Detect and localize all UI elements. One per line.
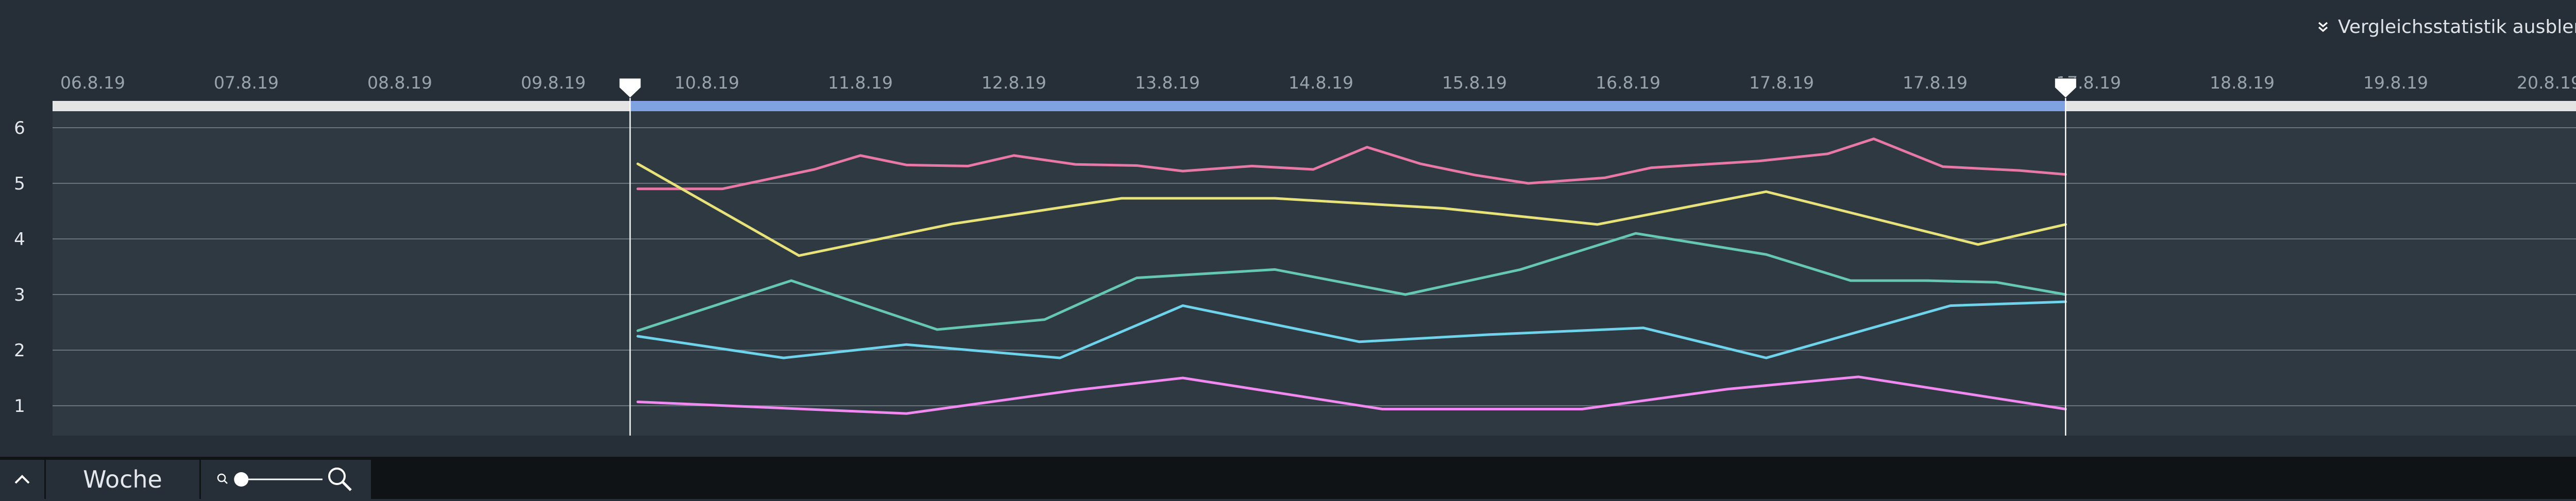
x-tick-label: 16.8.19 <box>1596 73 1660 93</box>
zoom-slider-thumb[interactable] <box>234 472 249 487</box>
double-chevron-down-icon <box>2318 22 2328 32</box>
range-end-handle[interactable] <box>2054 78 2077 98</box>
chevron-up-icon <box>14 475 30 484</box>
x-tick-label: 15.8.19 <box>1442 73 1507 93</box>
zoom-control <box>201 460 371 499</box>
x-tick-label: 07.8.19 <box>214 73 279 93</box>
y-tick-label: 2 <box>14 340 25 361</box>
x-tick-label: 18.8.19 <box>2210 73 2275 93</box>
toggle-comparison-stats-button[interactable]: Vergleichsstatistik ausblenden <box>2314 16 2576 38</box>
series-line-2 <box>636 162 2067 257</box>
zoom-in-icon[interactable] <box>328 468 352 491</box>
x-tick-label: 11.8.19 <box>828 73 893 93</box>
y-tick-label: 6 <box>14 118 25 139</box>
time-granularity-label: Woche <box>83 465 162 493</box>
bottom-toolbar: Woche <box>0 457 2576 499</box>
x-tick-label: 14.8.19 <box>1289 73 1353 93</box>
x-tick-label: 13.8.19 <box>1135 73 1200 93</box>
x-tick-label: 19.8.19 <box>2363 73 2428 93</box>
time-granularity-select[interactable]: Woche <box>46 460 199 499</box>
series-line-4 <box>636 300 2067 359</box>
x-tick-label: 17.8.19 <box>1903 73 1968 93</box>
zoom-out-icon[interactable] <box>217 473 228 484</box>
series-line-1 <box>636 137 2067 191</box>
comparison-line-chart: 06.8.19 07.8.19 08.8.19 09.8.19 10.8.19 11.8.… <box>14 73 2576 436</box>
x-tick-label: 12.8.19 <box>981 73 1046 93</box>
x-tick-label: 09.8.19 <box>521 73 586 93</box>
x-tick-label: 20.8.19 <box>2517 73 2576 93</box>
y-tick-label: 5 <box>14 174 25 194</box>
plot-area <box>53 111 2576 436</box>
y-tick-label: 1 <box>14 396 25 417</box>
toggle-comparison-stats-label: Vergleichsstatistik ausblenden <box>2338 16 2576 38</box>
y-tick-label: 3 <box>14 285 25 305</box>
x-tick-label: 06.8.19 <box>60 73 125 93</box>
x-tick-label: 17.8.19 <box>1749 73 1814 93</box>
x-tick-label: 08.8.19 <box>367 73 432 93</box>
selected-range-band[interactable] <box>630 101 2066 111</box>
range-start-handle[interactable] <box>619 78 641 98</box>
y-tick-label: 4 <box>14 229 25 250</box>
collapse-panel-button[interactable] <box>0 460 44 499</box>
x-tick-label: 10.8.19 <box>674 73 739 93</box>
series-line-5 <box>636 375 2067 415</box>
series-line-3 <box>636 232 2067 332</box>
